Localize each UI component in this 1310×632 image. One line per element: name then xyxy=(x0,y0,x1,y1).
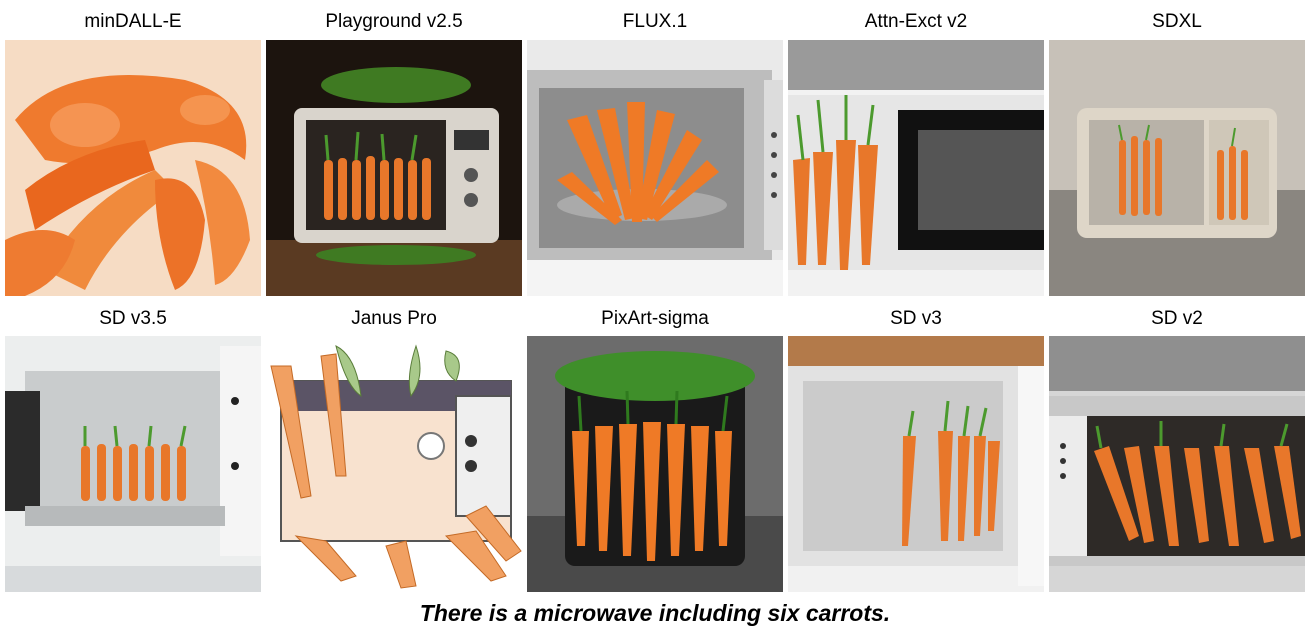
label-attn-exct-v2: Attn-Exct v2 xyxy=(864,11,968,32)
microwave-carrots-image xyxy=(788,336,1044,592)
label-janus-pro: Janus Pro xyxy=(351,308,437,329)
carrot-pile-image xyxy=(5,40,261,296)
label-flux-1: FLUX.1 xyxy=(622,11,688,32)
label-sd-v3-5: SD v3.5 xyxy=(99,308,167,329)
microwave-carrots-image xyxy=(788,40,1044,296)
microwave-carrots-image xyxy=(1049,336,1305,592)
label-sd-v2: SD v2 xyxy=(1151,308,1203,329)
figure-caption: There is a microwave including six carro… xyxy=(419,600,891,626)
label-playground-v2-5: Playground v2.5 xyxy=(325,11,463,32)
image-pixart-sigma xyxy=(527,336,783,592)
image-attn-exct-v2 xyxy=(788,40,1044,296)
label-sd-v3: SD v3 xyxy=(890,308,942,329)
microwave-carrots-image xyxy=(527,40,783,296)
image-sd-v3-5 xyxy=(5,336,261,592)
microwave-carrots-image xyxy=(527,336,783,592)
illustration-microwave-carrots-image xyxy=(266,336,522,592)
image-flux-1 xyxy=(527,40,783,296)
label-sdxl: SDXL xyxy=(1152,11,1202,32)
label-mindall-e: minDALL-E xyxy=(84,11,182,32)
microwave-carrots-image xyxy=(5,336,261,592)
image-playground-v2-5 xyxy=(266,40,522,296)
image-sdxl xyxy=(1049,40,1305,296)
microwave-carrots-image xyxy=(266,40,522,296)
image-sd-v2 xyxy=(1049,336,1305,592)
image-mindall-e xyxy=(5,40,261,296)
image-sd-v3 xyxy=(788,336,1044,592)
label-pixart-sigma: PixArt-sigma xyxy=(601,308,709,329)
microwave-carrots-image xyxy=(1049,40,1305,296)
image-janus-pro xyxy=(266,336,522,592)
